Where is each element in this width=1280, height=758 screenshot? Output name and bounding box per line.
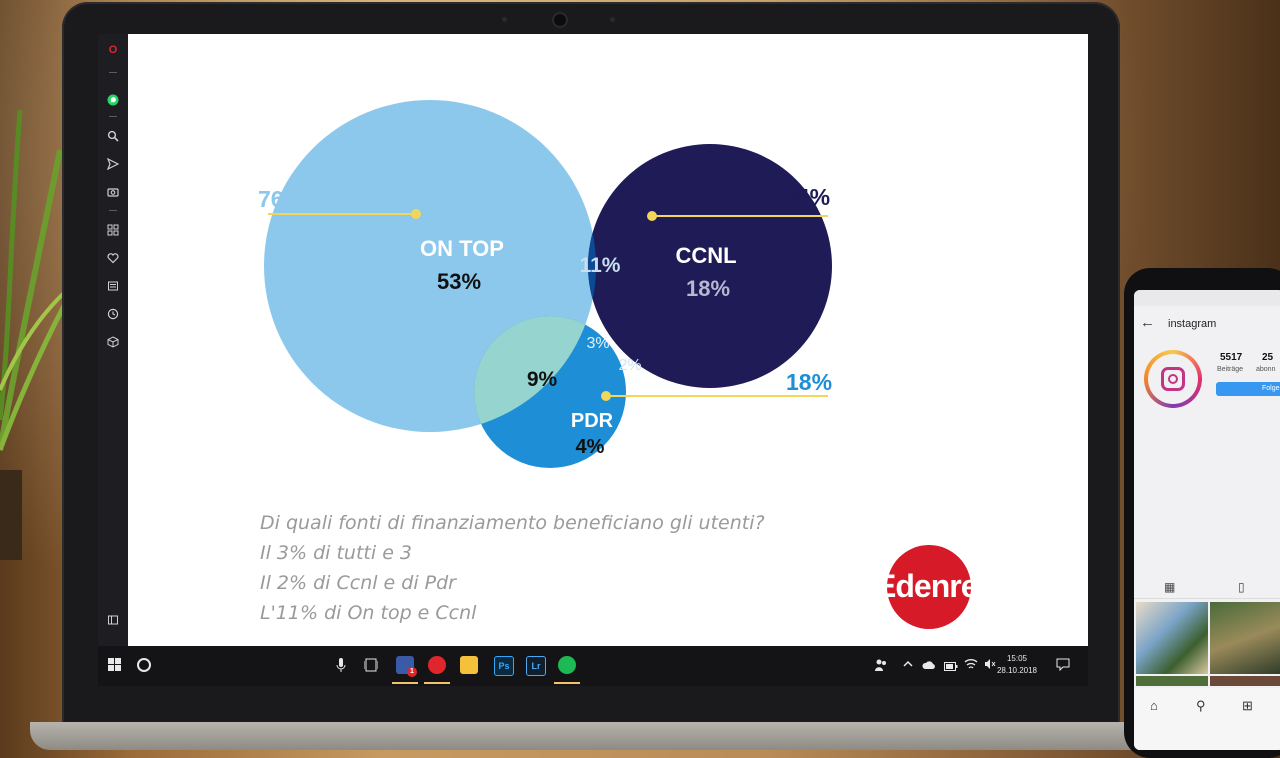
people-icon[interactable] — [874, 658, 888, 675]
post-thumbnail[interactable] — [1210, 676, 1280, 686]
leader-dot-ccnl — [647, 211, 657, 221]
opera-icon[interactable] — [428, 656, 446, 674]
caption-line: L'11% di On top e Ccnl — [260, 602, 477, 624]
sidebar-toggle-icon[interactable] — [107, 614, 119, 626]
opera-logo-icon[interactable]: O — [108, 44, 118, 56]
box-icon[interactable] — [107, 336, 119, 348]
post-thumbnail[interactable] — [1136, 676, 1208, 686]
cloud-icon[interactable] — [922, 659, 936, 673]
add-post-icon[interactable]: ⊞ — [1242, 698, 1253, 713]
microphone-icon[interactable] — [336, 657, 346, 676]
follow-button[interactable]: Folge — [1216, 382, 1280, 396]
set-only-ccnl: 18% — [686, 276, 730, 301]
posts-count: 5517 — [1220, 352, 1243, 363]
overlap-label-ccnl-pdr: 2% — [618, 357, 641, 374]
wifi-icon[interactable] — [964, 658, 978, 673]
caption-line: Il 2% di Ccnl e di Pdr — [260, 572, 456, 594]
venn-diagram: 76% 34% 18% ON TOP 53% CCNL 18% PDR 4% 1… — [258, 100, 832, 468]
whatsapp-icon[interactable] — [107, 94, 119, 106]
photoshop-icon[interactable]: Ps — [494, 656, 514, 676]
cortana-icon[interactable] — [136, 657, 152, 676]
leader-dot-pdr — [601, 391, 611, 401]
post-thumbnail[interactable] — [1136, 602, 1208, 674]
laptop: O — [62, 2, 1120, 734]
instagram-logo-icon — [1161, 367, 1185, 391]
set-name-pdr: PDR — [571, 410, 614, 432]
windows-taskbar: 1 Ps Lr — [98, 646, 1088, 686]
news-icon[interactable] — [107, 280, 119, 292]
camera-icon[interactable] — [107, 186, 119, 198]
phone-bottom-nav: ⌂ ⚲ ⊞ — [1134, 688, 1280, 750]
lightroom-icon[interactable]: Lr — [526, 656, 546, 676]
post-thumbnail[interactable] — [1210, 602, 1280, 674]
phone-screen: ← instagram 5517 25 Beiträge abonn Folge… — [1134, 290, 1280, 750]
notification-badge: 1 — [407, 667, 417, 677]
caption-line: Il 3% di tutti e 3 — [260, 542, 413, 564]
sensor-icon — [502, 17, 507, 22]
spotify-icon[interactable] — [558, 656, 576, 674]
sidebar-divider — [109, 72, 117, 73]
clock-date: 28.10.2018 — [996, 666, 1038, 675]
set-name-ontop: ON TOP — [420, 236, 504, 261]
followers-label: abonn — [1256, 366, 1276, 373]
laptop-keyboard-base — [30, 722, 1150, 750]
total-label-ccnl: 34% — [784, 184, 830, 210]
heart-icon[interactable] — [107, 252, 119, 264]
app-title: instagram — [1168, 318, 1217, 330]
active-app-indicator — [392, 682, 418, 684]
sidebar-divider — [109, 210, 117, 211]
back-arrow-icon[interactable]: ← — [1140, 314, 1155, 331]
system-clock[interactable]: 15:05 28.10.2018 — [994, 653, 1040, 677]
svg-text:Edenred: Edenred — [875, 568, 996, 604]
webcam-icon — [554, 14, 566, 26]
overlap-label-all-three: 3% — [586, 335, 609, 352]
search-icon[interactable] — [107, 130, 119, 142]
notification-icon[interactable] — [1056, 658, 1070, 674]
home-icon[interactable]: ⌂ — [1150, 698, 1158, 713]
total-label-pdr: 18% — [786, 369, 832, 395]
sidebar-divider — [109, 116, 117, 117]
task-view-icon[interactable] — [363, 658, 379, 675]
leader-dot-ontop — [411, 209, 421, 219]
smartphone: ← instagram 5517 25 Beiträge abonn Folge… — [1124, 268, 1280, 758]
opera-sidebar: O — [98, 34, 128, 646]
volume-icon[interactable] — [984, 658, 996, 673]
battery-icon[interactable] — [944, 660, 958, 674]
sensor-icon — [610, 17, 615, 22]
presentation-slide: 76% 34% 18% ON TOP 53% CCNL 18% PDR 4% 1… — [128, 34, 1088, 646]
send-icon[interactable] — [106, 157, 120, 171]
posts-label: Beiträge — [1217, 366, 1244, 373]
total-label-ontop: 76% — [258, 186, 304, 212]
plant-leaves — [0, 109, 110, 451]
overlap-label-ontop-pdr: 9% — [527, 368, 558, 391]
plant-pot — [0, 470, 22, 560]
edenred-logo: Edenred — [875, 545, 997, 629]
search-icon[interactable]: ⚲ — [1196, 698, 1206, 713]
active-app-indicator — [424, 682, 450, 684]
caption-question: Di quali fonti di finanziamento benefici… — [260, 512, 765, 534]
speed-dial-icon[interactable] — [107, 224, 119, 236]
profile-tabs: ▦ ▯ — [1134, 576, 1280, 599]
file-explorer-icon[interactable] — [460, 656, 478, 674]
history-icon[interactable] — [107, 308, 119, 320]
chevron-up-icon[interactable] — [902, 658, 914, 673]
windows-start-icon[interactable] — [108, 658, 122, 675]
set-only-pdr: 4% — [576, 436, 605, 458]
phone-status-bar — [1134, 290, 1280, 306]
grid-icon[interactable]: ▦ — [1164, 580, 1176, 594]
active-app-indicator — [554, 682, 580, 684]
set-name-ccnl: CCNL — [675, 243, 736, 268]
set-only-ontop: 53% — [437, 269, 481, 294]
igtv-icon[interactable]: ▯ — [1238, 580, 1245, 594]
set-circle-ccnl — [588, 144, 832, 388]
overlap-label-ontop-ccnl: 11% — [580, 254, 621, 277]
taskbar-app-messages[interactable]: 1 — [396, 656, 417, 677]
instagram-avatar[interactable] — [1144, 350, 1202, 408]
laptop-screen: O — [98, 34, 1088, 686]
followers-count: 25 — [1262, 352, 1274, 363]
clock-time: 15:05 — [1006, 654, 1028, 663]
